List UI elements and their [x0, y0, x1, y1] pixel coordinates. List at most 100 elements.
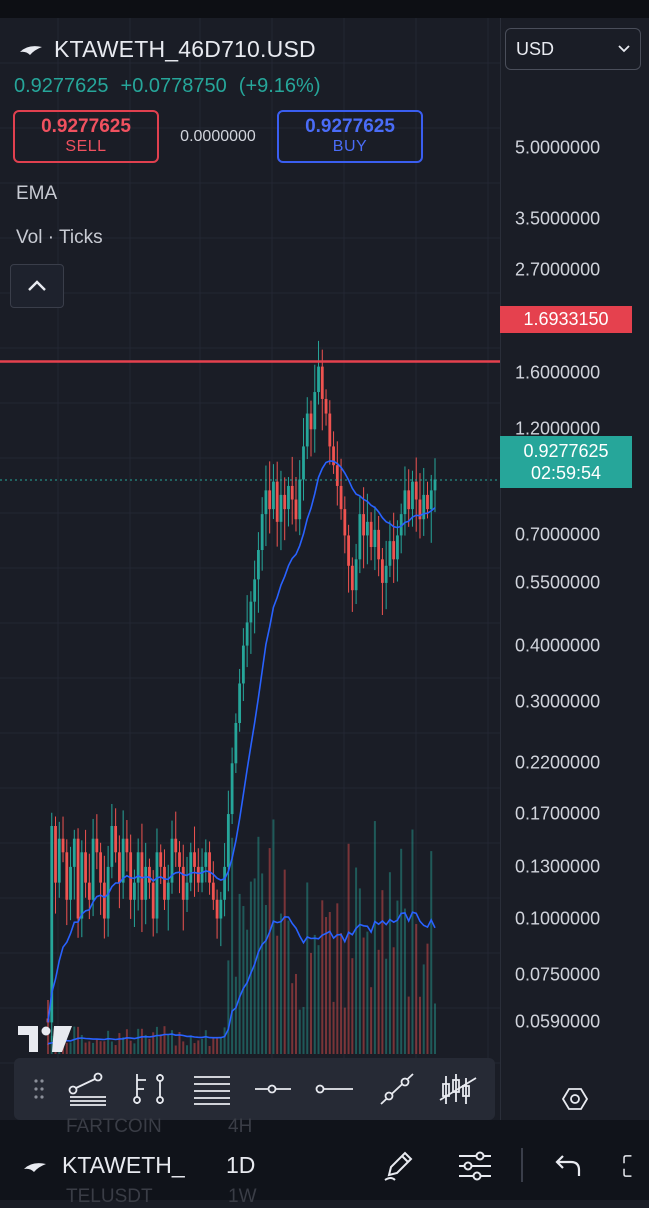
- candle-body: [302, 446, 305, 480]
- symbol-title[interactable]: KTAWETH_46D710.USD: [54, 36, 316, 62]
- volume-bar: [411, 829, 414, 1054]
- volume-bar: [159, 1034, 162, 1054]
- drag-handle-icon[interactable]: [29, 1067, 49, 1111]
- horizontal-line-icon[interactable]: [313, 1067, 357, 1111]
- interval-button[interactable]: 1D: [226, 1152, 256, 1178]
- candle-body: [268, 490, 272, 510]
- candle-body: [65, 852, 69, 900]
- horizontal-lines-icon[interactable]: [190, 1067, 234, 1111]
- volume-bar: [137, 1028, 140, 1054]
- volume-bar: [133, 1043, 136, 1054]
- current-price-value: 0.9277625: [523, 440, 609, 461]
- candles-pattern-icon[interactable]: [436, 1067, 480, 1111]
- volume-bar: [366, 931, 369, 1054]
- volume-bar: [92, 1042, 95, 1054]
- candle-body: [272, 481, 275, 510]
- pen-drawing-icon[interactable]: [378, 1146, 418, 1186]
- y-tick-label: 0.3000000: [515, 691, 601, 712]
- candle-body: [350, 565, 354, 591]
- candle-body: [148, 866, 151, 883]
- currency-select[interactable]: USD: [505, 28, 641, 70]
- buy-button[interactable]: 0.9277625 BUY: [277, 110, 423, 163]
- candle-body: [155, 852, 159, 919]
- candle-body: [178, 852, 181, 867]
- background-interval-1: 4H: [228, 1116, 253, 1137]
- bottom-divider: [521, 1148, 523, 1182]
- volume-bar: [385, 958, 388, 1054]
- volume-bar: [294, 973, 297, 1054]
- y-tick-label: 0.1000000: [515, 908, 601, 929]
- horizontal-ray-icon[interactable]: [251, 1067, 295, 1111]
- y-tick-label: 0.5500000: [515, 572, 601, 593]
- price-chart[interactable]: [0, 18, 500, 1120]
- y-tick-label: 0.2200000: [515, 752, 601, 773]
- candle-body: [234, 722, 238, 764]
- candle-body: [208, 852, 211, 883]
- candle-body: [196, 866, 200, 883]
- volume-indicator-label[interactable]: Vol · Ticks: [16, 227, 103, 248]
- candle-body: [69, 866, 72, 900]
- volume-bar: [328, 912, 331, 1054]
- trend-angle-icon[interactable]: [375, 1067, 419, 1111]
- y-tick-label: 0.0750000: [515, 964, 601, 985]
- candle-body: [287, 485, 290, 510]
- ema-indicator-label[interactable]: EMA: [16, 183, 58, 204]
- candle-body: [324, 398, 328, 414]
- sell-button[interactable]: 0.9277625 SELL: [13, 110, 159, 163]
- indicator-settings-icon[interactable]: [455, 1146, 495, 1186]
- candle-body: [377, 529, 381, 560]
- candle-body: [362, 514, 366, 536]
- volume-bar: [125, 1029, 128, 1054]
- background-symbol-2: TELUSDT: [66, 1186, 153, 1207]
- tradingview-logo-icon: [18, 1026, 72, 1052]
- volume-bar: [216, 1037, 219, 1054]
- y-tick-label: 0.0590000: [515, 1011, 601, 1032]
- volume-bar: [103, 1041, 106, 1054]
- volume-bar: [234, 976, 237, 1054]
- candle-body: [76, 838, 80, 919]
- candle-body: [414, 481, 418, 500]
- drawing-toolbar: [14, 1058, 495, 1120]
- undo-icon[interactable]: [548, 1146, 588, 1186]
- candle-body: [50, 825, 54, 1023]
- volume-bar: [325, 917, 328, 1054]
- candle-body: [332, 446, 335, 466]
- chevron-up-icon: [28, 280, 46, 291]
- volume-bar: [99, 1041, 102, 1054]
- volume-bar: [403, 908, 406, 1054]
- volume-bar: [170, 1030, 173, 1054]
- candle-body: [343, 509, 347, 536]
- bottom-symbol-button[interactable]: KTAWETH_: [62, 1152, 185, 1178]
- candle-body: [238, 683, 242, 723]
- volume-bar: [418, 996, 421, 1054]
- volume-bar: [272, 819, 275, 1054]
- candle-body: [110, 825, 114, 867]
- candle-body: [260, 514, 264, 551]
- volume-bar: [400, 848, 403, 1054]
- y-tick-label: 1.6000000: [515, 362, 601, 383]
- candle-body: [396, 535, 399, 560]
- volume-bar: [65, 1042, 68, 1054]
- trendline-icon[interactable]: [66, 1067, 110, 1111]
- candle-body: [84, 852, 87, 883]
- fullscreen-icon[interactable]: [622, 1146, 649, 1186]
- volume-bar: [155, 1026, 158, 1054]
- chart-settings-hexagon-icon[interactable]: [558, 1082, 592, 1116]
- volume-bar: [283, 869, 286, 1054]
- volume-bar: [238, 893, 241, 1054]
- volume-bar: [268, 848, 271, 1054]
- volume-bar: [287, 920, 290, 1054]
- sell-price: 0.9277625: [41, 116, 131, 138]
- collapse-indicators-button[interactable]: [10, 264, 64, 308]
- price-change: +0.0778750: [120, 75, 227, 97]
- volume-bar: [396, 900, 399, 1054]
- volume-bar: [140, 1028, 143, 1054]
- symbol-header: KTAWETH_46D710.USD: [18, 36, 316, 63]
- volume-bar: [231, 837, 234, 1054]
- fib-icon[interactable]: [128, 1067, 172, 1111]
- candle-body: [358, 514, 362, 560]
- candle-body: [418, 499, 422, 520]
- candle-body: [392, 541, 396, 560]
- volume-bar: [144, 1034, 147, 1054]
- volume-bar: [291, 983, 294, 1054]
